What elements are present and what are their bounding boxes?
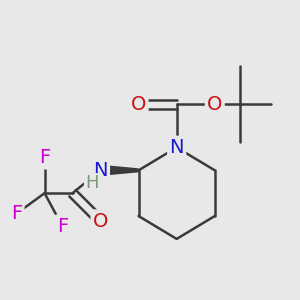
- Text: O: O: [131, 95, 146, 114]
- Polygon shape: [100, 165, 139, 176]
- Text: H: H: [85, 174, 98, 192]
- Text: O: O: [207, 95, 223, 114]
- Text: N: N: [93, 161, 108, 180]
- Text: N: N: [169, 138, 184, 157]
- Text: F: F: [11, 204, 22, 223]
- Text: O: O: [93, 212, 108, 231]
- Text: F: F: [57, 217, 68, 236]
- Text: F: F: [39, 148, 50, 167]
